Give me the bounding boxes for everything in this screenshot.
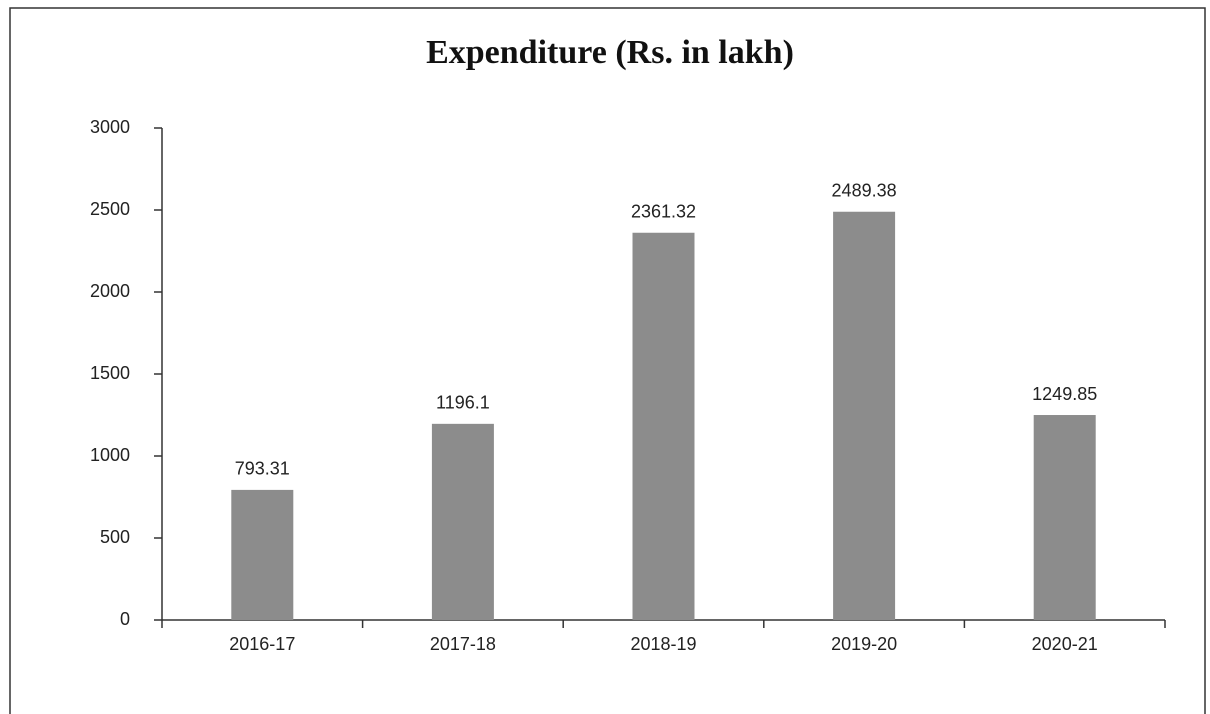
y-tick-label: 2500 — [90, 199, 130, 219]
x-tick-label: 2016-17 — [229, 634, 295, 654]
y-tick-label: 500 — [100, 527, 130, 547]
y-tick-label: 3000 — [90, 117, 130, 137]
data-label: 1196.1 — [436, 393, 490, 413]
y-tick-label: 1500 — [90, 363, 130, 383]
x-tick-label: 2018-19 — [630, 634, 696, 654]
chart-title: Expenditure (Rs. in lakh) — [426, 34, 794, 71]
bar — [1033, 415, 1096, 620]
data-label: 2361.32 — [631, 201, 696, 221]
x-tick-label: 2019-20 — [831, 634, 897, 654]
x-tick-label: 2020-21 — [1032, 634, 1098, 654]
bar — [833, 211, 896, 620]
bar — [632, 232, 695, 620]
y-tick-label: 1000 — [90, 445, 130, 465]
y-tick-label: 2000 — [90, 281, 130, 301]
data-label: 793.31 — [235, 459, 290, 479]
data-label: 2489.38 — [832, 180, 897, 200]
bar — [231, 489, 294, 620]
y-tick-label: 0 — [120, 609, 130, 629]
bar — [431, 423, 494, 620]
chart-frame — [9, 7, 1206, 714]
data-label: 1249.85 — [1032, 384, 1097, 404]
x-tick-label: 2017-18 — [430, 634, 496, 654]
